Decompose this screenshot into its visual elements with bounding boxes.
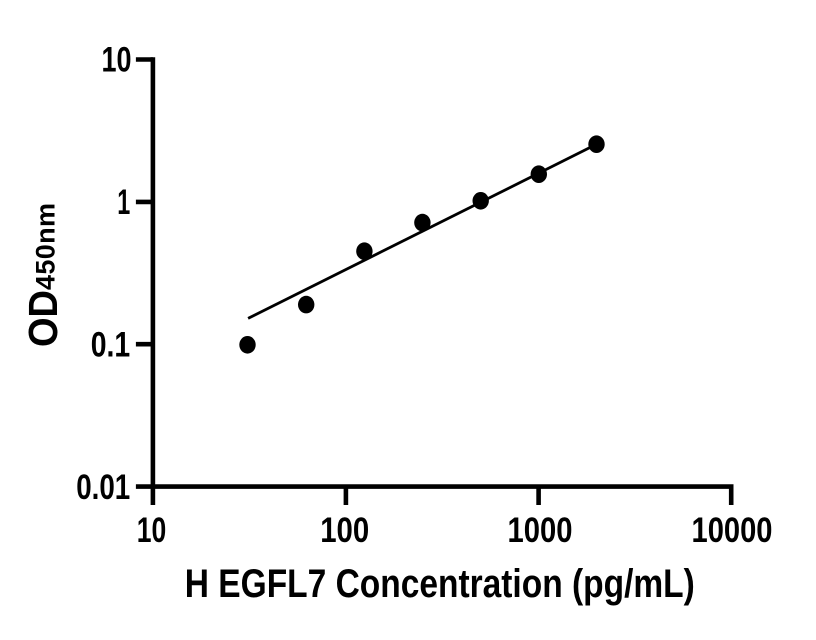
svg-text:10: 10 — [102, 40, 132, 79]
svg-text:0.01: 0.01 — [76, 468, 130, 507]
svg-text:OD450nm: OD450nm — [20, 203, 66, 347]
svg-text:0.1: 0.1 — [91, 325, 131, 364]
svg-text:1000: 1000 — [508, 511, 573, 550]
svg-text:100: 100 — [320, 511, 369, 550]
svg-text:H EGFL7 Concentration (pg/mL): H EGFL7 Concentration (pg/mL) — [185, 562, 695, 606]
svg-text:10: 10 — [137, 511, 167, 550]
svg-text:1: 1 — [117, 183, 130, 222]
svg-text:10000: 10000 — [692, 511, 773, 550]
